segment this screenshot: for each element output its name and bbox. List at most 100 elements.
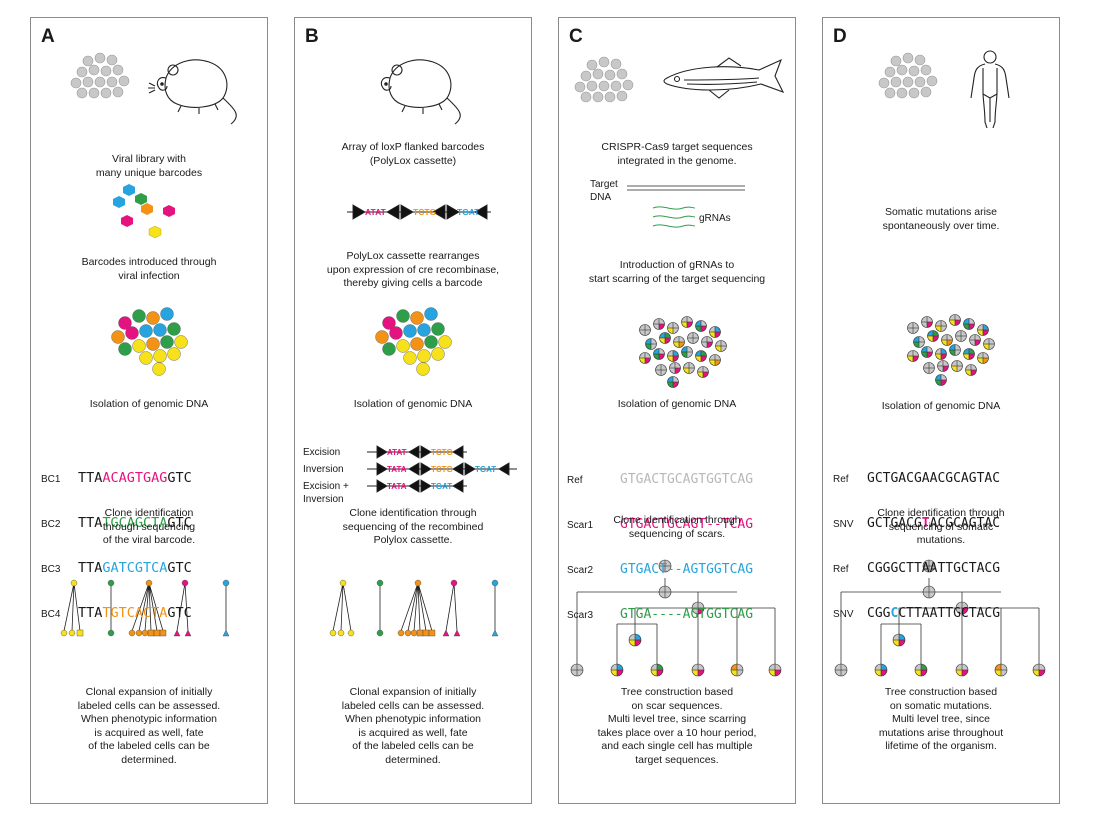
scar-cell <box>983 338 995 350</box>
scar-cell <box>768 663 782 677</box>
scar-cell <box>658 585 672 599</box>
cell-cluster-icon <box>70 52 130 99</box>
caption-polylox-rearranges: PolyLox cassette rearranges upon express… <box>326 250 500 289</box>
panel-d-artwork <box>834 50 1046 677</box>
scar-cell <box>935 320 947 332</box>
scar-cell <box>639 352 651 364</box>
sequence-row: CGGCCTTAATTGCTACG <box>867 606 1001 621</box>
scar-cell <box>667 322 679 334</box>
caption-tree-construction: Tree construction based on scar sequence… <box>597 686 757 766</box>
scar-cell <box>922 585 936 599</box>
scar-cell <box>681 316 693 328</box>
scarred-cell-cluster <box>639 316 727 388</box>
seq-label: SNV <box>833 609 854 620</box>
scar-cell <box>659 332 671 344</box>
rearr-label-excision-inversion: Excision + Inversion <box>303 481 349 505</box>
mouse-icon <box>380 59 461 125</box>
scar-cell <box>914 663 928 677</box>
caption-introduction-grnas: Introduction of gRNAs to start scarring … <box>588 259 766 285</box>
rearr-code: TGAT <box>431 482 452 491</box>
panel-b-artwork: ATAT TCTG TGAT ATAT TCTG TATA TCTG <box>329 59 517 637</box>
seq-label: BC4 <box>41 609 61 620</box>
caption-clonal-expansion: Clonal expansion of initially labeled ce… <box>341 686 485 766</box>
sequence-row: GTGACTGCAGTGGTCAG <box>620 472 754 487</box>
panel-d: D Somatic mutations arise spontaneously … <box>822 17 1060 804</box>
labeled-cell-cluster <box>111 307 188 376</box>
caption-somatic-arise: Somatic mutations arise spontaneously ov… <box>882 206 1000 232</box>
scar-cell <box>691 663 705 677</box>
rearr-code: ATAT <box>387 448 407 457</box>
scar-cell <box>951 360 963 372</box>
scar-cell <box>681 346 693 358</box>
panel-a-artwork <box>60 52 237 637</box>
human-figure-icon <box>970 50 1010 129</box>
target-dna <box>627 185 745 191</box>
sequence-row: TTAACAGTGAGGTC <box>78 470 192 486</box>
scar-cell <box>949 344 961 356</box>
caption-clone-identification: Clone identification through sequencing … <box>613 514 741 540</box>
clone-trees <box>63 582 227 632</box>
caption-barcodes-introduced: Barcodes introduced through viral infect… <box>81 256 217 282</box>
rearr-label-inversion: Inversion <box>303 464 344 475</box>
scar-cell <box>669 362 681 374</box>
rearr-label-excision: Excision <box>303 447 341 458</box>
seq-label: Scar1 <box>567 520 594 531</box>
scar-cell <box>907 322 919 334</box>
scar-cell <box>653 318 665 330</box>
panel-a: A <box>30 17 268 804</box>
scar-cell <box>834 663 848 677</box>
scar-cell <box>941 334 953 346</box>
scar-cell <box>628 633 642 647</box>
cell-cluster-icon <box>574 56 634 103</box>
panel-label: D <box>833 26 847 47</box>
caption-clone-identification: Clone identification through sequencing … <box>102 507 196 546</box>
cassette-code: TGAT <box>457 207 480 217</box>
caption-clone-identification: Clone identification through sequencing … <box>342 507 484 546</box>
scar-cell <box>709 354 721 366</box>
snv-sequences: GCTGACGAACGCAGTAC GCTGACGTACGCAGTAC CGGG… <box>867 441 1000 651</box>
panel-c-artwork <box>570 56 785 677</box>
rearr-code: TATA <box>387 465 407 474</box>
scar-sequences: GTGACTGCAGTGGTCAG GTGACTGCAGT--TCAG GTGA… <box>620 442 753 652</box>
cassette-codes: ATAT TCTG TGAT <box>365 207 480 217</box>
rearranged-codes: ATAT TCTG TATA TCTG TGAT TATA TGAT <box>387 448 496 491</box>
scar-cell <box>907 350 919 362</box>
somatic-lineage-tree <box>834 559 1046 677</box>
barcode-sequences: TTAACAGTGAGGTC TTATGCAGCTAGTC TTAGATCGTC… <box>78 441 192 651</box>
rearranged-cassettes <box>367 445 517 493</box>
scar-cell <box>965 364 977 376</box>
scar-cell <box>683 362 695 374</box>
scar-cell <box>730 663 744 677</box>
caption-clonal-expansion: Clonal expansion of initially labeled ce… <box>77 686 221 766</box>
seq-label-list: Ref SNV Ref SNV <box>833 442 854 652</box>
cassette-code: TCTG <box>413 207 437 217</box>
scar-cell <box>927 330 939 342</box>
scar-cell <box>922 559 936 573</box>
seq-label: Ref <box>567 475 583 486</box>
scar-cell <box>994 663 1008 677</box>
seq-label: Ref <box>833 474 849 485</box>
sequence-row: TTATGTCACTAGTC <box>78 605 192 621</box>
scar-cell <box>650 663 664 677</box>
clone-tree-nodes <box>329 579 499 637</box>
scar-cell <box>977 324 989 336</box>
scar-cell <box>949 314 961 326</box>
scar-cell <box>709 326 721 338</box>
seq-label: Scar3 <box>567 610 594 621</box>
scar-cell <box>653 348 665 360</box>
grna-label: gRNAs <box>699 213 731 224</box>
scar-cell <box>977 352 989 364</box>
sequence-row: GTGA----AGTGGTCAG <box>620 607 754 622</box>
seq-label: Scar2 <box>567 565 594 576</box>
seq-label: BC2 <box>41 519 61 530</box>
scar-cell <box>655 364 667 376</box>
caption-isolation: Isolation of genomic DNA <box>881 400 1001 412</box>
scar-cell <box>963 318 975 330</box>
seq-label: BC3 <box>41 564 61 575</box>
panel-label: A <box>41 26 55 47</box>
seq-label-list: Ref Scar1 Scar2 Scar3 <box>567 443 593 653</box>
grna-squiggles <box>652 206 696 228</box>
caption-isolation: Isolation of genomic DNA <box>617 398 737 410</box>
scar-cell <box>923 362 935 374</box>
scar-cell <box>963 348 975 360</box>
